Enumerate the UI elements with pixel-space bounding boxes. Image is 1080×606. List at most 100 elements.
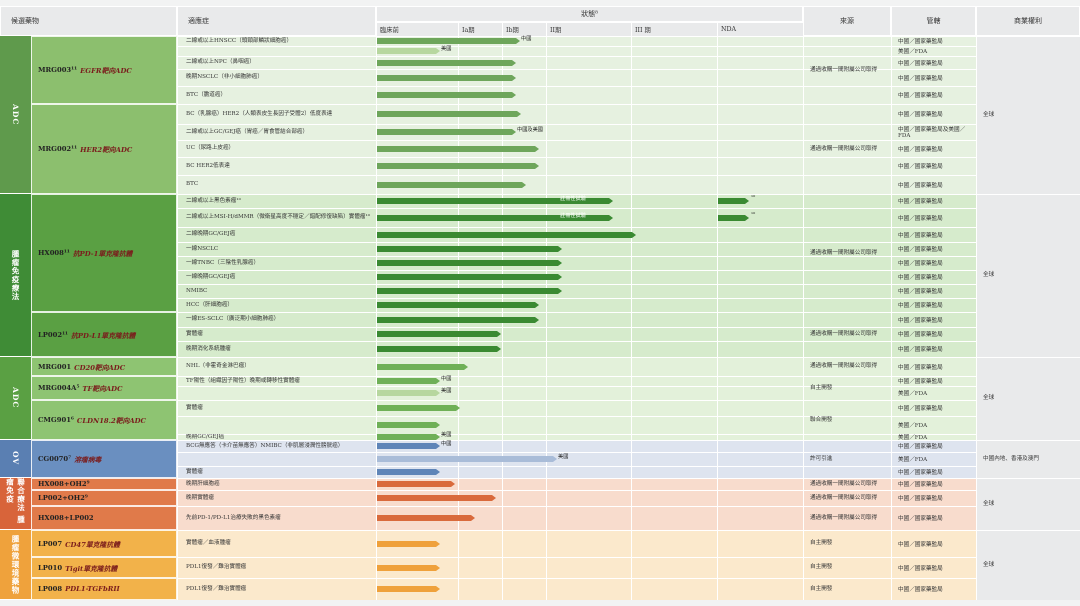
indication-4: BTC（膽道癌） <box>186 91 227 98</box>
progress-arrow <box>377 302 539 308</box>
section-label-0: ADC <box>0 36 31 194</box>
candidate-target: CD20靶向ADC <box>74 363 126 372</box>
row-status-label: 中國 <box>441 441 452 447</box>
source-12: 自主開發 <box>810 564 833 570</box>
nda-bar <box>718 198 749 204</box>
candidate-code: CMG901⁶ <box>38 416 74 424</box>
candidate-code: LP007 <box>38 539 63 548</box>
header-source-text: 來源 <box>840 17 854 25</box>
regulator-5: 中國／國家藥監局 <box>898 112 943 118</box>
candidate-13: LP008 PDL1-TGFbRII <box>31 578 177 600</box>
phase-iii-text: III 期 <box>635 27 651 34</box>
candidate-target: 抗PD-L1單克隆抗體 <box>71 331 136 340</box>
header-candidate: 候選藥物 <box>0 6 177 36</box>
progress-bar <box>377 260 562 266</box>
indication-24: 實體瘤 <box>186 404 203 411</box>
phase-ii-text: II期 <box>550 27 562 34</box>
regulator-34: 中國／國家藥監局 <box>898 565 943 572</box>
regulator-31: 中國／國家藥監局 <box>898 496 943 502</box>
regulator-23: 美國／FDA <box>898 391 928 397</box>
progress-bar <box>377 111 521 117</box>
indication-33: 實體瘤／血液腫瘤 <box>186 540 231 547</box>
progress-arrow <box>377 422 440 428</box>
rights-4: 全球 <box>983 500 995 507</box>
progress-arrow <box>377 146 539 152</box>
progress-bar <box>377 232 636 238</box>
progress-arrow <box>377 346 501 352</box>
progress-bar <box>377 390 440 396</box>
nda-arrow <box>718 198 749 204</box>
section-label-4: 聯合療法 腫瘤免疫 <box>0 478 31 530</box>
progress-arrow <box>377 378 440 384</box>
indication-30: 晚期肝細胞癌 <box>186 480 220 487</box>
candidate-code: MRG003¹¹ <box>38 66 78 74</box>
row-band <box>177 376 976 386</box>
progress-arrow <box>377 92 516 98</box>
regulator-29: 中國／國家藥監局 <box>898 470 943 476</box>
indication-27: BCG無應答（卡介苗無應答）NMIBC（非肌層浸潤性膀胱癌） <box>186 442 344 449</box>
rights-1: 全球 <box>983 272 995 278</box>
progress-arrow <box>377 364 468 370</box>
indication-12: 二線晚期GC/GEJ癌 <box>186 231 236 238</box>
progress-arrow <box>377 565 440 571</box>
progress-arrow <box>377 481 455 487</box>
progress-bar <box>377 515 475 521</box>
candidate-4: MRG001 CD20靶向ADC <box>31 357 177 376</box>
progress-bar <box>377 405 460 411</box>
progress-arrow <box>377 405 460 411</box>
phase-iii: III 期 <box>631 22 717 36</box>
progress-arrow <box>377 246 562 252</box>
section-label-2: ADC <box>0 357 31 440</box>
header-status: 狀態⁸ <box>376 6 803 22</box>
regulator-26: 美國／FDA <box>898 435 928 441</box>
candidate-target: Tigit單克隆抗體 <box>65 564 118 573</box>
progress-bar <box>377 364 468 370</box>
row-status-label: 註冊性試驗 <box>560 213 586 219</box>
regulator-22: 中國／國家藥監局 <box>898 379 943 385</box>
candidate-code: MRG002¹¹ <box>38 145 78 153</box>
candidate-1: MRG002¹¹ HER2靶向ADC <box>31 104 177 194</box>
indication-23 <box>178 386 374 400</box>
header-indication-text: 適應症 <box>188 17 209 25</box>
indication-7: UC（尿路上皮癌） <box>186 145 235 152</box>
indication-22: TF陽性（組織因子陽性）晚期或轉移性實體瘤 <box>186 377 300 384</box>
rights-band <box>976 36 1080 194</box>
source-3: 通過收購一間附屬公司取得 <box>810 331 878 337</box>
progress-arrow <box>377 38 520 44</box>
progress-bar <box>377 75 516 81</box>
candidate-10: HX008+LP002 <box>31 506 177 530</box>
indication-16: NMIBC <box>186 287 208 294</box>
indication-32: 先前PD-1/PD-L1治療失敗的黑色素瘤 <box>186 514 281 521</box>
candidate-code: MRG001 <box>38 362 72 371</box>
source-8: 通過收購一間附屬公司取得 <box>810 480 878 487</box>
progress-bar <box>377 302 539 308</box>
regulator-4: 中國／國家藥監局 <box>898 93 943 99</box>
progress-bar <box>377 422 440 428</box>
rights-band <box>976 478 1080 530</box>
indication-18: 一線ES-SCLC（廣泛期小細胞肺癌） <box>186 316 280 323</box>
indication-29: 實體瘤 <box>186 468 203 475</box>
regulator-6: 中國／國家藥監局及美國／FDA <box>898 127 966 139</box>
grid-line <box>717 36 718 600</box>
progress-bar <box>377 288 562 294</box>
candidate-target: CLDN18.2靶向ADC <box>76 417 146 425</box>
header-rights: 商業權利 <box>976 6 1080 36</box>
row-band <box>177 46 976 56</box>
progress-arrow <box>377 495 496 501</box>
row-band <box>177 530 976 557</box>
progress-bar <box>377 317 539 323</box>
header-regulator-text: 管轄 <box>926 17 941 25</box>
phase-nda: NDA <box>717 22 803 36</box>
candidate-code: HX008+LP002 <box>38 514 94 522</box>
candidate-0: MRG003¹¹ EGFR靶向ADC <box>31 36 177 104</box>
progress-arrow <box>377 75 516 81</box>
candidate-target: TF靶向ADC <box>82 385 123 393</box>
rights-band <box>976 357 1080 440</box>
rights-3: 中國內地、香港及澳門 <box>983 455 1039 462</box>
candidate-12: LP010 Tigit單克隆抗體 <box>31 557 177 578</box>
rights-band <box>976 194 1080 357</box>
indication-6: 二線或以上GC/GEJ癌（胃癌／胃食管結合部癌） <box>186 128 309 135</box>
indication-10: 二線或以上黑色素瘤¹⁰ <box>186 197 241 204</box>
grid-line <box>803 36 804 600</box>
